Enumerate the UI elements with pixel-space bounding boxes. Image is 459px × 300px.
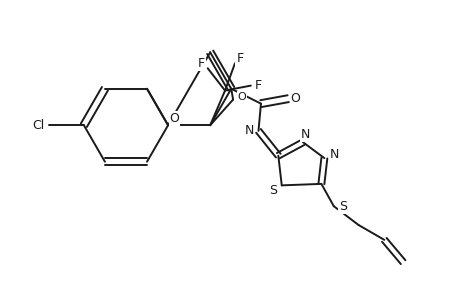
Text: N: N [300, 128, 309, 141]
Text: F: F [236, 52, 243, 65]
Text: F: F [198, 57, 205, 70]
Text: O: O [237, 92, 246, 102]
Text: N: N [329, 148, 338, 161]
Text: O: O [169, 112, 179, 125]
Text: N: N [244, 124, 254, 137]
Text: F: F [254, 79, 261, 92]
Text: O: O [290, 92, 300, 105]
Text: S: S [268, 184, 276, 197]
Text: S: S [338, 200, 346, 213]
Text: Cl: Cl [32, 119, 45, 132]
